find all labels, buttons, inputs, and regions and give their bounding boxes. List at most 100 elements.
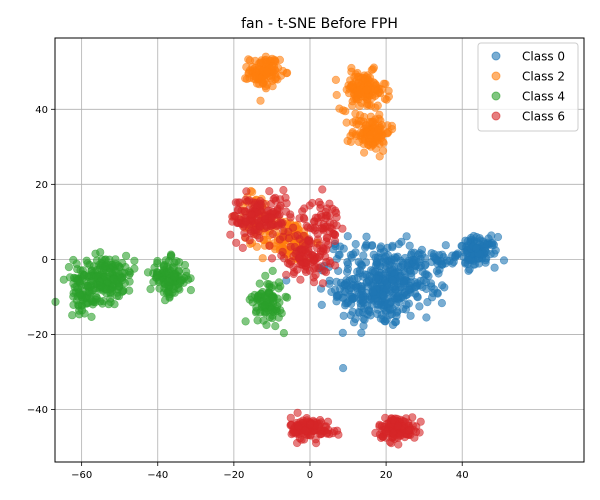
- data-point: [245, 66, 254, 75]
- data-point: [260, 76, 269, 85]
- data-point: [245, 56, 255, 65]
- data-point: [293, 408, 302, 417]
- data-point: [289, 263, 298, 272]
- data-point: [265, 187, 274, 196]
- legend: Class 0 Class 2 Class 4 Class 6: [477, 42, 579, 132]
- data-point: [160, 260, 169, 270]
- data-point: [234, 218, 243, 227]
- legend-label: Class 4: [522, 90, 565, 104]
- plot-frame: [54, 37, 585, 463]
- data-point: [268, 230, 277, 239]
- data-point: [286, 413, 295, 422]
- data-point: [86, 282, 95, 292]
- data-point: [393, 422, 403, 431]
- data-point: [110, 300, 119, 309]
- data-point: [268, 314, 277, 323]
- data-point: [389, 415, 398, 425]
- x-tick-label: 40: [456, 470, 469, 481]
- data-point: [74, 306, 84, 315]
- data-point: [256, 58, 265, 67]
- data-point: [406, 311, 415, 320]
- data-point: [245, 73, 254, 83]
- data-point: [241, 317, 250, 326]
- data-point: [323, 417, 333, 426]
- series-class-4: [51, 248, 292, 338]
- data-point: [381, 252, 390, 261]
- data-point: [176, 278, 185, 287]
- data-point: [357, 261, 367, 271]
- data-point: [383, 299, 392, 309]
- data-point: [359, 321, 368, 330]
- data-point: [265, 282, 274, 292]
- data-point: [250, 290, 259, 300]
- data-point: [343, 281, 352, 290]
- chart-title: fan - t-SNE Before FPH: [241, 16, 398, 32]
- data-point: [297, 435, 306, 444]
- data-point: [395, 431, 404, 441]
- data-point: [300, 204, 309, 213]
- grid-lines: [55, 38, 584, 462]
- legend-box: [477, 42, 579, 132]
- data-point: [373, 297, 383, 306]
- data-point: [253, 215, 262, 224]
- data-point: [392, 308, 401, 317]
- data-point: [412, 427, 421, 437]
- data-point: [376, 314, 385, 323]
- data-point: [341, 107, 350, 116]
- data-point: [238, 243, 247, 252]
- data-point: [332, 208, 341, 217]
- data-point: [301, 426, 310, 435]
- data-point: [376, 242, 386, 251]
- data-point: [348, 307, 357, 316]
- data-point: [378, 137, 388, 146]
- data-point: [404, 285, 413, 294]
- data-point: [355, 101, 364, 111]
- data-point: [362, 288, 371, 298]
- data-point: [336, 284, 345, 293]
- data-point: [343, 232, 352, 241]
- data-point: [245, 236, 254, 245]
- data-point: [306, 420, 315, 429]
- data-point: [89, 262, 99, 271]
- data-point: [348, 275, 357, 284]
- data-point: [68, 311, 77, 320]
- data-point: [166, 250, 176, 259]
- data-point: [276, 306, 285, 315]
- data-point: [130, 256, 139, 265]
- data-point: [317, 262, 326, 271]
- data-point: [499, 256, 509, 265]
- data-point: [350, 72, 359, 82]
- y-tick-label: −40: [27, 405, 48, 416]
- data-point: [333, 426, 342, 435]
- data-point: [388, 320, 398, 330]
- y-tick-label: −20: [27, 330, 48, 341]
- data-point: [275, 210, 284, 219]
- data-point: [255, 234, 264, 243]
- data-point: [274, 219, 283, 228]
- data-point: [361, 243, 370, 252]
- data-point: [359, 251, 368, 260]
- data-point: [411, 255, 421, 264]
- data-point: [226, 230, 235, 239]
- x-tick-label: −40: [147, 470, 168, 481]
- data-point: [369, 63, 379, 72]
- data-point: [430, 285, 439, 294]
- data-point: [413, 292, 422, 301]
- data-point: [296, 275, 305, 284]
- data-point: [305, 253, 315, 262]
- data-point: [451, 251, 460, 260]
- legend-label: Class 0: [522, 50, 565, 64]
- data-point: [89, 273, 98, 282]
- data-point: [347, 253, 356, 262]
- data-point: [464, 266, 473, 275]
- data-point: [402, 232, 411, 241]
- data-point: [362, 85, 371, 94]
- data-point: [398, 304, 408, 314]
- legend-marker: [491, 51, 501, 61]
- data-point: [355, 308, 364, 317]
- data-point: [438, 260, 447, 269]
- y-tick-label: 0: [42, 255, 48, 266]
- data-point: [365, 134, 374, 143]
- data-point: [279, 329, 289, 338]
- data-point: [289, 223, 298, 232]
